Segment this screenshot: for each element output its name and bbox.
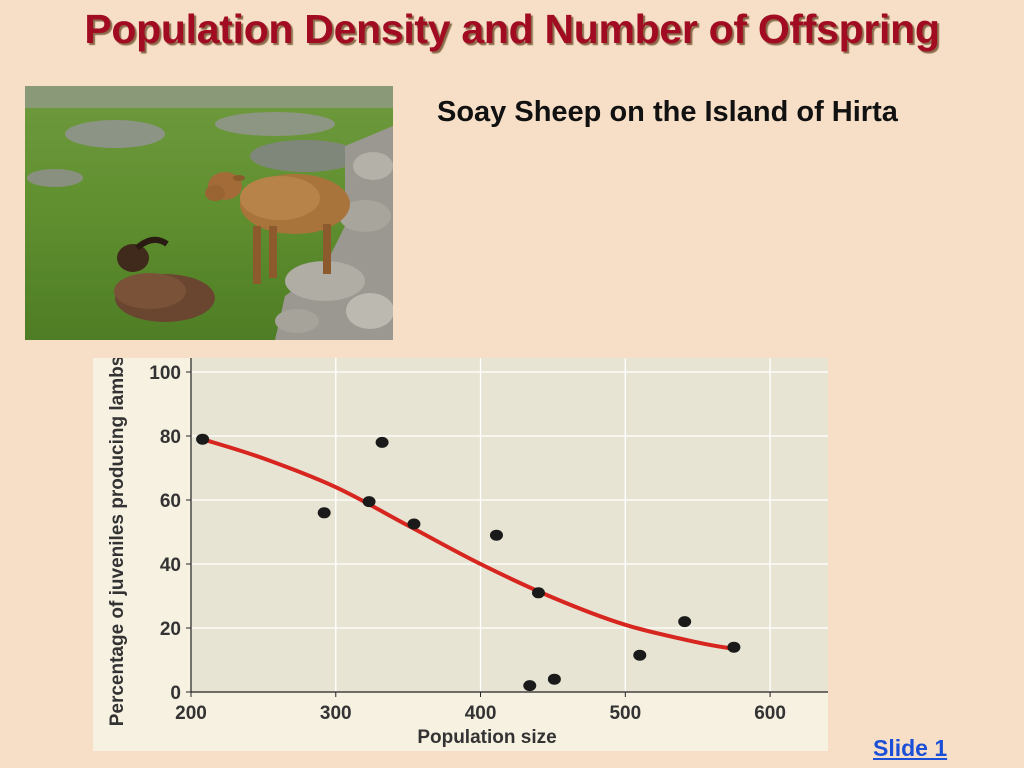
- y-axis-label: Percentage of juveniles producing lambs: [107, 358, 128, 726]
- data-point: [317, 507, 331, 519]
- grid: [191, 358, 828, 692]
- y-ticks: 0 20 40 60 80 100: [149, 363, 191, 704]
- data-point: [633, 649, 647, 661]
- x-ticks: 200 300 400 500 600: [175, 692, 786, 724]
- slide-title: Population Density and Number of Offspri…: [84, 6, 940, 52]
- x-tick-label: 500: [609, 703, 641, 724]
- data-point: [407, 518, 421, 530]
- chart-panel: 0 20 40 60 80 100 200 300 400 500 600 Population …: [93, 356, 828, 751]
- data-point: [489, 529, 503, 541]
- x-tick-label: 600: [754, 703, 786, 724]
- data-point: [678, 616, 692, 628]
- x-axis-label: Population size: [417, 727, 556, 748]
- scatter-chart: 0 20 40 60 80 100 200 300 400 500 600 Population …: [107, 356, 828, 748]
- x-tick-label: 300: [320, 703, 352, 724]
- x-tick-label: 200: [175, 703, 207, 724]
- data-point: [727, 641, 741, 653]
- data-point: [531, 587, 545, 599]
- slide-link[interactable]: Slide 1: [873, 735, 948, 761]
- x-tick-label: 400: [465, 703, 497, 724]
- y-tick-label: 80: [160, 427, 181, 448]
- y-tick-label: 40: [160, 555, 181, 576]
- trend-line: [200, 437, 736, 651]
- data-point: [375, 436, 389, 448]
- sheep-photo: [25, 86, 393, 340]
- y-tick-label: 20: [160, 619, 181, 640]
- plot-background: [191, 358, 828, 692]
- photo-caption: Soay Sheep on the Island of Hirta: [437, 96, 898, 128]
- data-point: [362, 496, 376, 508]
- data-point: [196, 433, 210, 445]
- data-point: [547, 673, 561, 685]
- y-tick-label: 100: [149, 363, 181, 384]
- y-tick-label: 60: [160, 491, 181, 512]
- data-points: [196, 433, 741, 692]
- data-point: [523, 680, 537, 692]
- y-tick-label: 0: [170, 683, 181, 704]
